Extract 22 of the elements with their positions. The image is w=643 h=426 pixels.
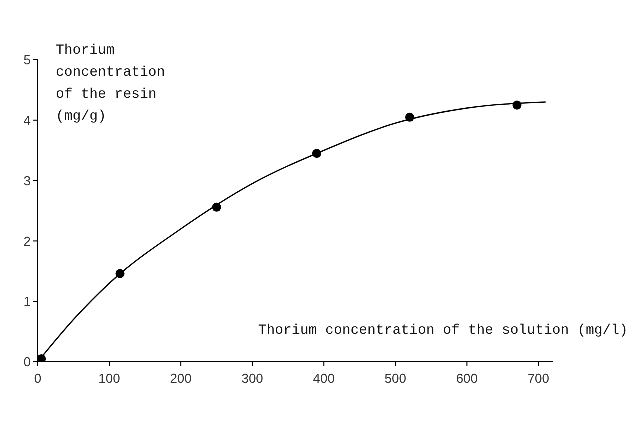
point [512,100,522,110]
y-tick-label: 4 [24,113,31,128]
x-tick-label: 400 [313,371,335,386]
x-tick-label: 300 [242,371,264,386]
y-tick-label: 0 [24,354,31,370]
point [38,354,46,362]
y-tick-label: 2 [24,234,31,249]
point [405,112,414,122]
x-tick-label: 0 [34,371,42,386]
x-tick-label: 500 [384,371,406,386]
point [212,202,222,212]
y-axis-title: Thorium concentration of the resin (mg/g) [56,43,166,125]
x-tick-label: 100 [98,371,120,386]
x-axis-title: Thorium concentration of the solution (mg/l) [258,323,628,339]
x-tick-label: 600 [456,371,478,386]
x-tick-label: 700 [528,371,550,386]
point [116,269,125,278]
point [312,149,322,158]
y-tick-label: 3 [24,173,31,188]
y-tick-label: 5 [24,52,31,68]
y-tick-label: 1 [24,294,31,310]
x-tick-label: 200 [170,371,192,386]
